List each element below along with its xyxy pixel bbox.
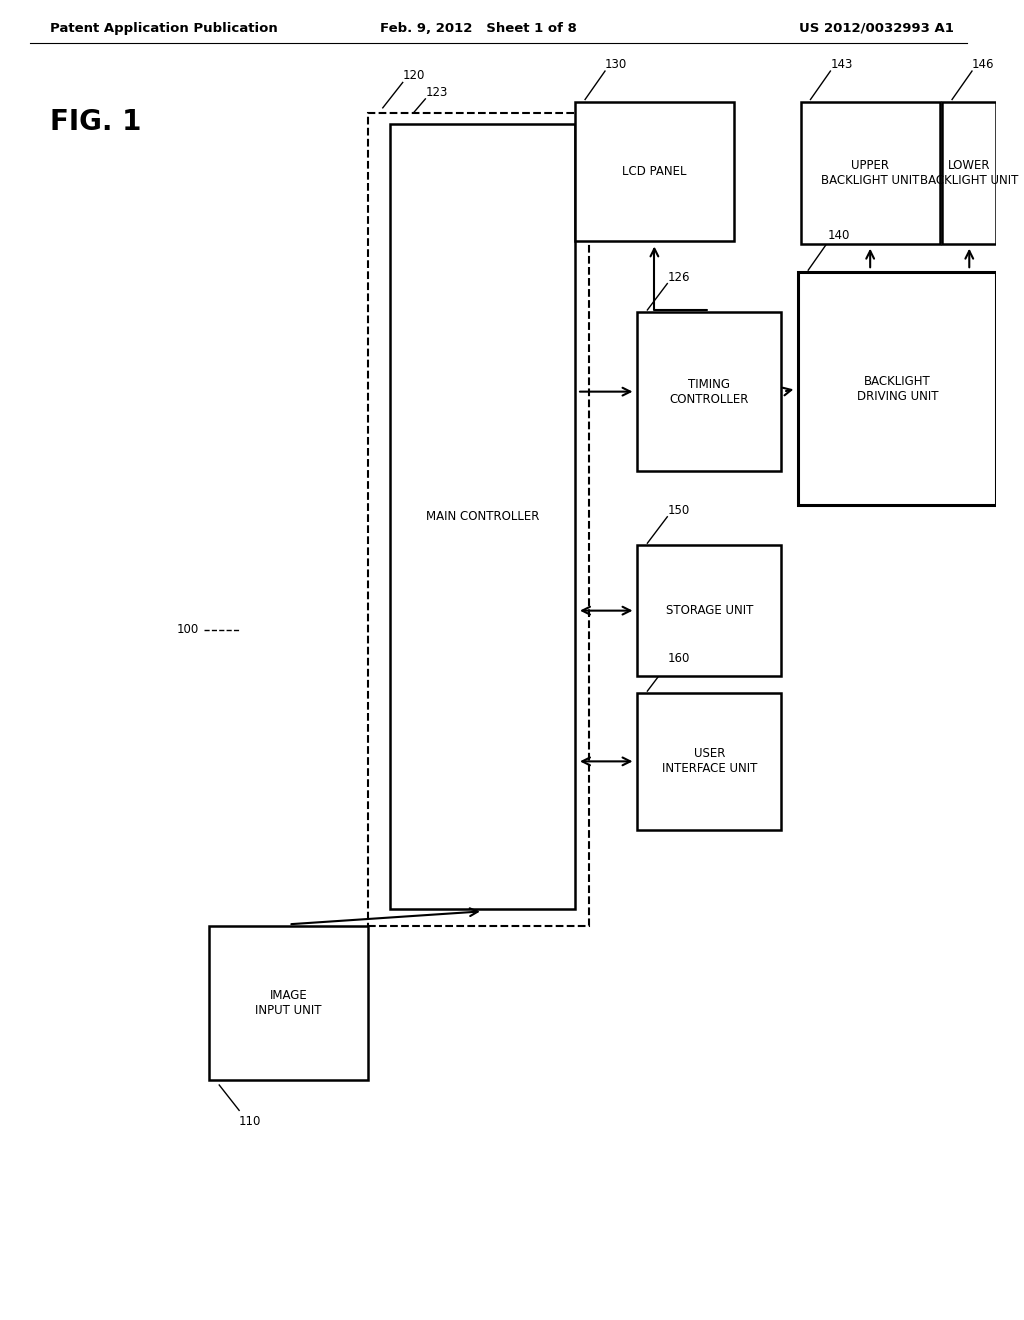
Text: FIG. 1: FIG. 1 xyxy=(50,108,141,136)
Text: 100: 100 xyxy=(177,623,200,636)
Text: 146: 146 xyxy=(972,58,994,71)
Bar xyxy=(390,124,575,909)
Text: 110: 110 xyxy=(240,1115,261,1129)
Text: LOWER
BACKLIGHT UNIT: LOWER BACKLIGHT UNIT xyxy=(921,158,1019,186)
Bar xyxy=(368,114,589,927)
Text: USER
INTERFACE UNIT: USER INTERFACE UNIT xyxy=(662,747,757,775)
Bar xyxy=(209,927,368,1080)
Bar xyxy=(801,102,940,244)
Text: STORAGE UNIT: STORAGE UNIT xyxy=(666,605,753,618)
Text: 160: 160 xyxy=(668,652,690,665)
Text: 120: 120 xyxy=(402,70,425,82)
Text: 143: 143 xyxy=(830,58,853,71)
Text: MAIN CONTROLLER: MAIN CONTROLLER xyxy=(426,511,540,523)
Text: IMAGE
INPUT UNIT: IMAGE INPUT UNIT xyxy=(255,989,322,1018)
Text: 126: 126 xyxy=(668,271,690,284)
Bar xyxy=(799,272,996,506)
Bar xyxy=(942,102,996,244)
Bar xyxy=(637,312,781,471)
Text: UPPER
BACKLIGHT UNIT: UPPER BACKLIGHT UNIT xyxy=(821,158,920,186)
Bar xyxy=(637,545,781,676)
Bar xyxy=(575,102,733,242)
Bar xyxy=(637,693,781,830)
Text: 150: 150 xyxy=(668,504,689,517)
Text: US 2012/0032993 A1: US 2012/0032993 A1 xyxy=(800,22,954,34)
Text: LCD PANEL: LCD PANEL xyxy=(623,165,687,178)
Text: Feb. 9, 2012   Sheet 1 of 8: Feb. 9, 2012 Sheet 1 of 8 xyxy=(380,22,577,34)
Text: 140: 140 xyxy=(828,228,851,242)
Text: 123: 123 xyxy=(425,86,447,99)
Text: Patent Application Publication: Patent Application Publication xyxy=(50,22,278,34)
Text: 130: 130 xyxy=(605,58,628,71)
Text: BACKLIGHT
DRIVING UNIT: BACKLIGHT DRIVING UNIT xyxy=(857,375,938,403)
Text: TIMING
CONTROLLER: TIMING CONTROLLER xyxy=(670,378,749,405)
